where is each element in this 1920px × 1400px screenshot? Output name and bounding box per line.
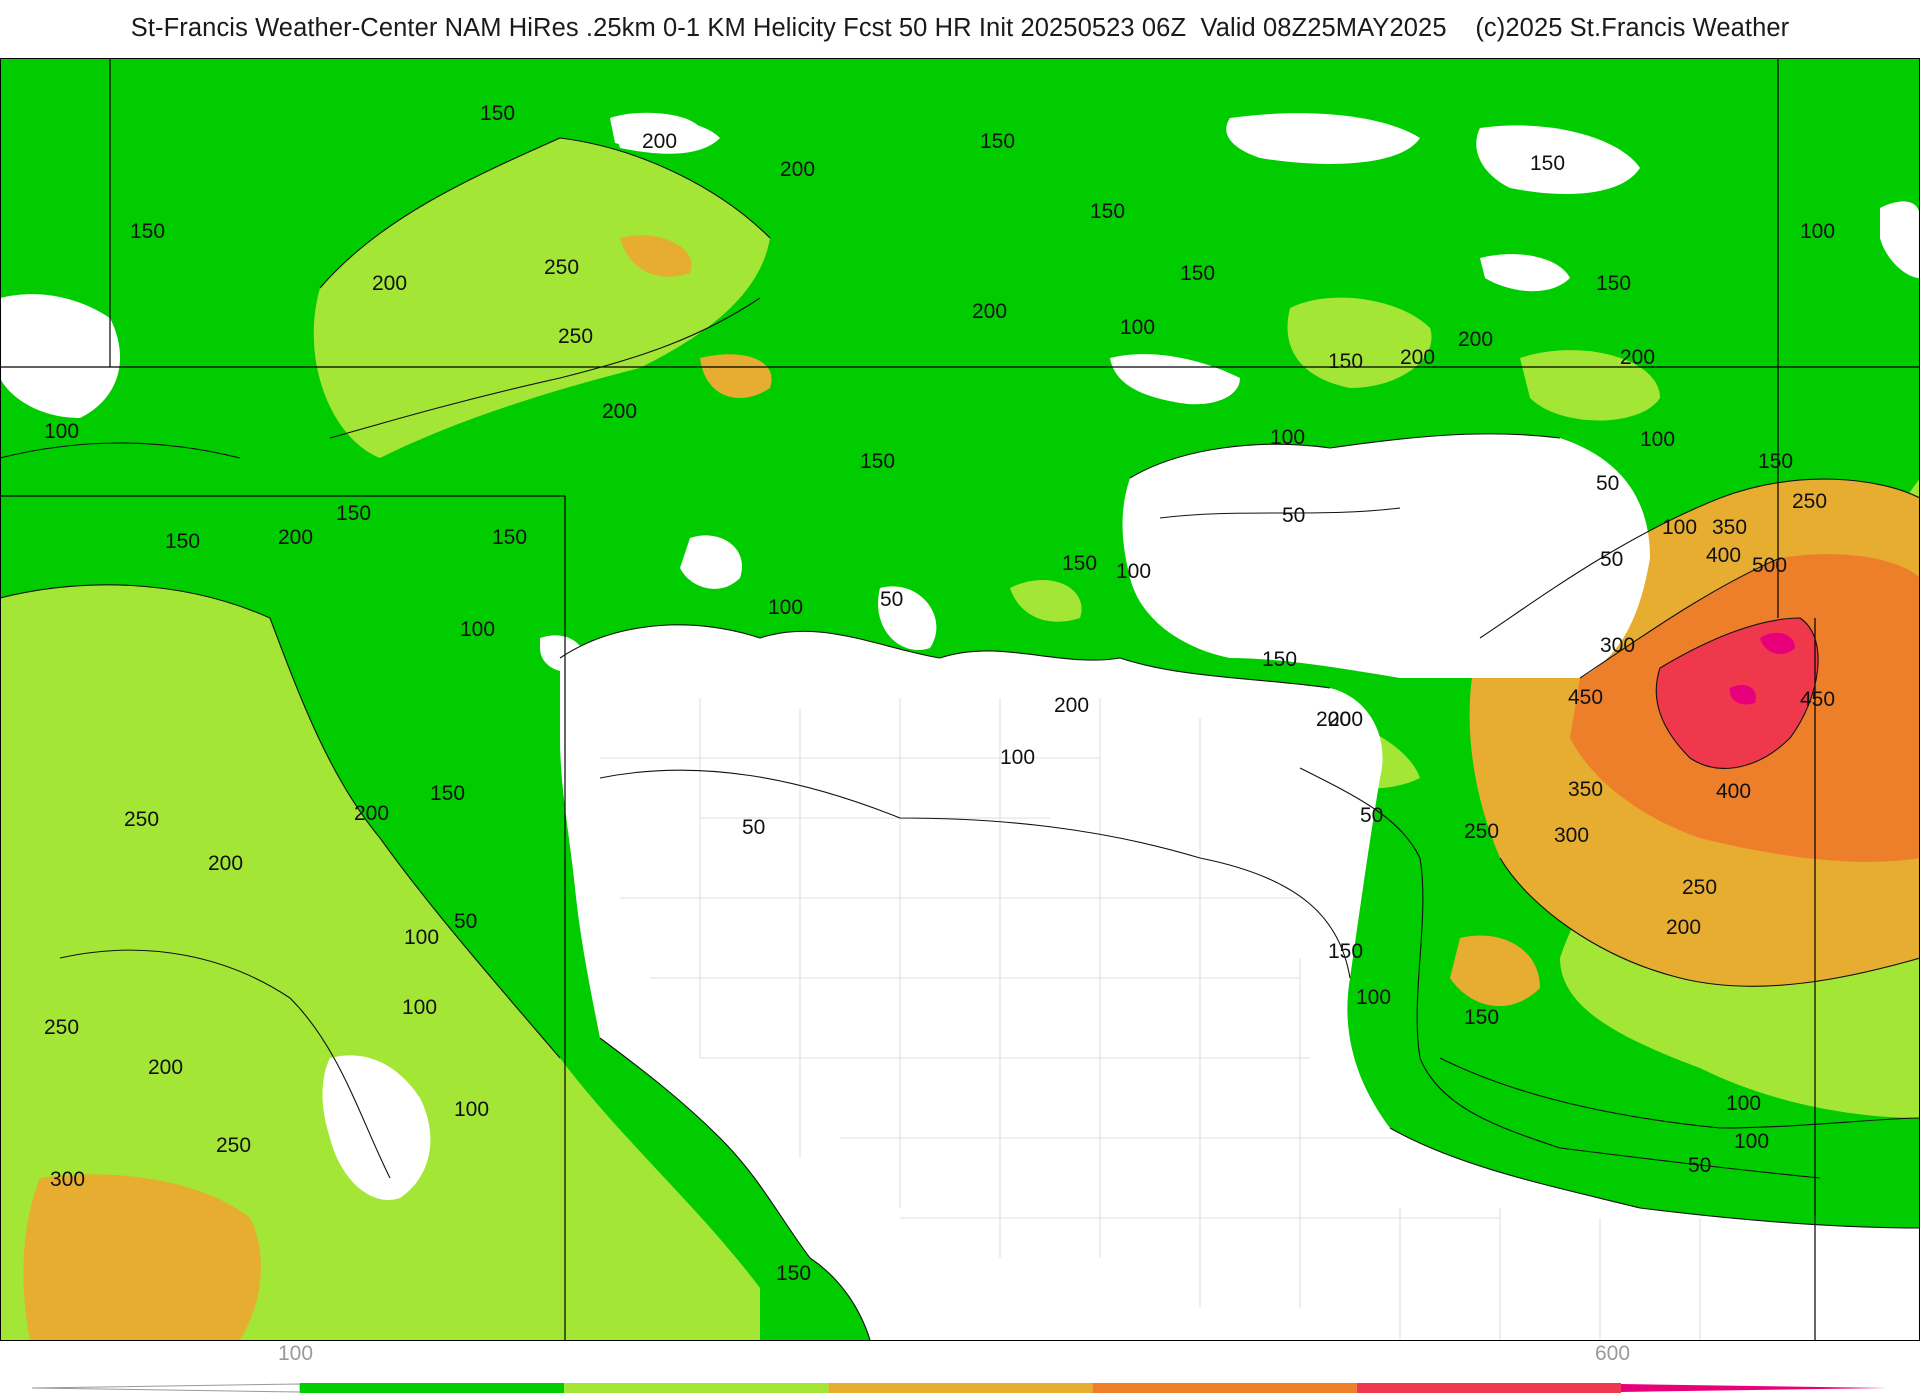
contour-label: 250 — [44, 1016, 79, 1039]
contour-label: 100 — [1120, 316, 1155, 339]
contour-label: 50 — [742, 816, 765, 839]
contour-label: 100 — [1734, 1130, 1769, 1153]
contour-label: 250 — [558, 325, 593, 348]
map-title: St-Francis Weather-Center NAM HiRes .25k… — [130, 14, 1790, 42]
contour-label: 150 — [776, 1262, 811, 1285]
contour-label: 100 — [404, 926, 439, 949]
contour-lines — [0, 137, 1920, 1340]
contour-label: 100 — [1800, 220, 1835, 243]
contour-label: 150 — [980, 130, 1015, 153]
colorbar-bin — [1092, 1383, 1357, 1393]
contour-label: 150 — [1464, 1006, 1499, 1029]
contour-label: 300 — [1600, 634, 1635, 657]
contour-label: 250 — [1792, 490, 1827, 513]
contour-label: 200 — [1316, 708, 1351, 731]
state-boundaries — [0, 58, 1920, 1340]
contour-label: 100 — [1726, 1092, 1761, 1115]
contour-label: 50 — [1360, 804, 1383, 827]
contour-label: 150 — [480, 102, 515, 125]
helicity-map: 150 200 200 150 150 150 200 250 250 200 … — [0, 58, 1920, 1340]
colorbar-bin — [1356, 1383, 1621, 1393]
contour-label: 200 — [354, 802, 389, 825]
contour-label: 200 — [602, 400, 637, 423]
contour-label: 200 — [1328, 708, 1363, 731]
contour-label: 100 — [1356, 986, 1391, 1009]
contour-label: 150 — [165, 530, 200, 553]
contour-label: 50 — [880, 588, 903, 611]
contour-label: 150 — [1530, 152, 1565, 175]
contour-label: 150 — [1062, 552, 1097, 575]
contour-label: 400 — [1716, 780, 1751, 803]
contour-label: 200 — [1054, 694, 1089, 717]
contour-label: 150 — [130, 220, 165, 243]
contour-label: 150 — [1090, 200, 1125, 223]
contour-label: 200 — [148, 1056, 183, 1079]
contour-label: 350 — [1712, 516, 1747, 539]
contour-label: 100 — [1000, 746, 1035, 769]
colorbar-low-arrow — [32, 1383, 301, 1393]
contour-label: 200 — [1458, 328, 1493, 351]
colorbar-bin — [828, 1383, 1093, 1393]
contour-label: 200 — [278, 526, 313, 549]
contour-label: 50 — [1596, 472, 1619, 495]
contour-label: 150 — [492, 526, 527, 549]
contour-label: 250 — [216, 1134, 251, 1157]
contour-label: 50 — [454, 910, 477, 933]
contour-label: 250 — [544, 256, 579, 279]
colorbar — [32, 1383, 1888, 1393]
colorbar-bin — [564, 1383, 829, 1393]
contour-label: 250 — [1682, 876, 1717, 899]
contour-label: 100 — [460, 618, 495, 641]
contour-label: 200 — [1666, 916, 1701, 939]
contour-label: 150 — [860, 450, 895, 473]
contour-label: 350 — [1568, 778, 1603, 801]
colorbar-tick-label: 100 — [278, 1342, 314, 1365]
fill-600-plus-regions — [1729, 632, 1795, 705]
contour-label: 200 — [780, 158, 815, 181]
contour-label: 300 — [1554, 824, 1589, 847]
contour-label: 450 — [1800, 688, 1835, 711]
contour-labels: 150 200 200 150 150 150 200 250 250 200 … — [44, 102, 1835, 1285]
contour-label: 250 — [1464, 820, 1499, 843]
contour-label: 300 — [50, 1168, 85, 1191]
contour-label: 400 — [1706, 544, 1741, 567]
contour-label: 50 — [1600, 548, 1623, 571]
colorbar-bins — [300, 1383, 1621, 1393]
contour-label: 200 — [208, 852, 243, 875]
contour-label: 500 — [1752, 554, 1787, 577]
colorbar-tick-label: 600 — [1595, 1342, 1631, 1365]
contour-label: 150 — [336, 502, 371, 525]
contour-label: 100 — [1640, 428, 1675, 451]
contour-label: 200 — [1620, 346, 1655, 369]
contour-label: 150 — [1596, 272, 1631, 295]
contour-label: 100 — [1662, 516, 1697, 539]
contour-label: 150 — [1262, 648, 1297, 671]
contour-label: 200 — [972, 300, 1007, 323]
contour-label: 200 — [642, 130, 677, 153]
county-lines — [600, 698, 1701, 1340]
contour-label: 150 — [430, 782, 465, 805]
contour-label: 150 — [1180, 262, 1215, 285]
colorbar-high-arrow — [1621, 1384, 1888, 1392]
contour-label: 100 — [1116, 560, 1151, 583]
contour-label: 100 — [768, 596, 803, 619]
contour-label: 250 — [124, 808, 159, 831]
contour-label: 50 — [1282, 504, 1305, 527]
contour-label: 150 — [1758, 450, 1793, 473]
contour-label: 200 — [372, 272, 407, 295]
contour-label: 200 — [1400, 346, 1435, 369]
contour-label: 100 — [44, 420, 79, 443]
contour-label: 450 — [1568, 686, 1603, 709]
contour-label: 100 — [402, 996, 437, 1019]
contour-label: 100 — [1270, 426, 1305, 449]
contour-label: 150 — [1328, 350, 1363, 373]
contour-label: 150 — [1328, 940, 1363, 963]
contour-label: 100 — [454, 1098, 489, 1121]
colorbar-bin — [300, 1383, 565, 1393]
contour-label: 50 — [1688, 1154, 1711, 1177]
